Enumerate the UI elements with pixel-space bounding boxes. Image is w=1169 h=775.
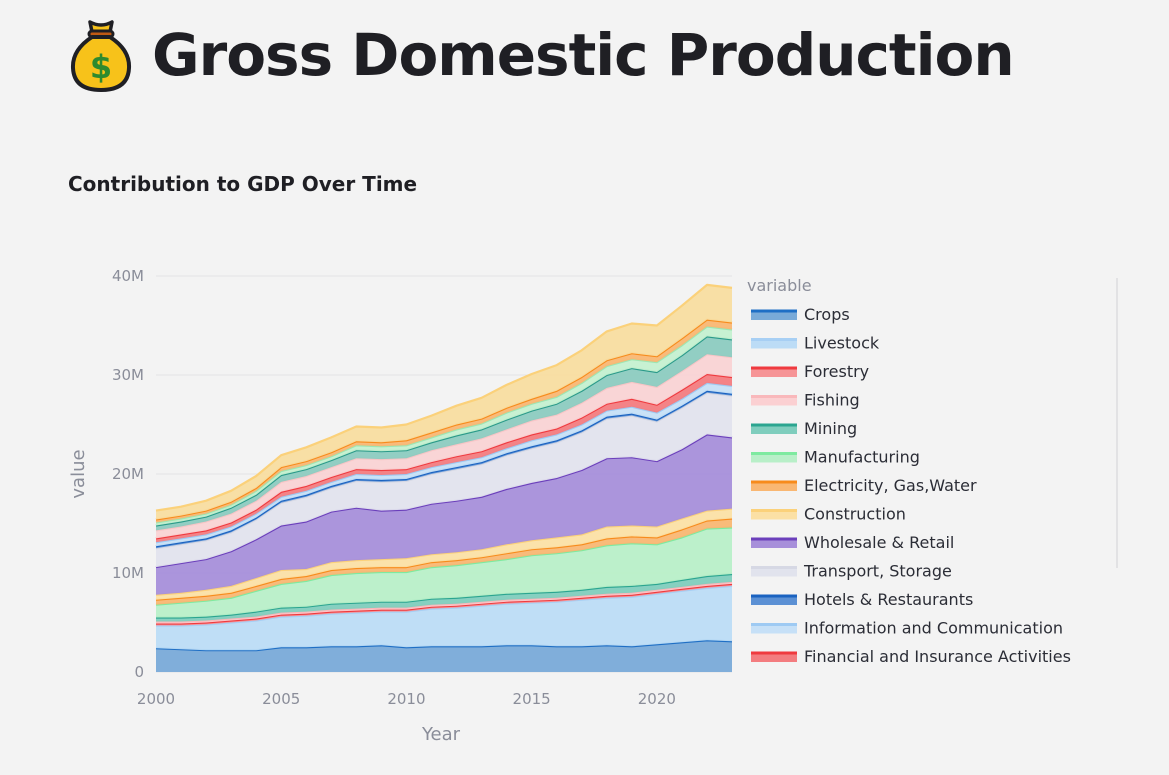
chart-subtitle: Contribution to GDP Over Time xyxy=(68,172,418,196)
legend-title: variable xyxy=(747,276,812,295)
x-axis-title: Year xyxy=(421,724,461,745)
area-series-1[interactable] xyxy=(156,585,732,651)
legend-swatch xyxy=(751,567,797,577)
money-bag-icon: $ xyxy=(70,20,132,92)
legend-label: Manufacturing xyxy=(804,448,920,467)
area-series-11[interactable] xyxy=(156,382,732,547)
legend-label: Construction xyxy=(804,505,906,524)
legend-swatch xyxy=(751,539,797,548)
legend-label: Financial and Insurance Activities xyxy=(804,647,1071,666)
legend-item[interactable]: Wholesale & Retail xyxy=(751,533,954,552)
legend-item[interactable]: Financial and Insurance Activities xyxy=(751,647,1071,666)
legend-label: Forestry xyxy=(804,362,869,381)
legend-item[interactable]: Fishing xyxy=(751,391,860,410)
legend-swatch xyxy=(751,368,797,377)
legend-label: Hotels & Restaurants xyxy=(804,590,973,609)
legend-swatch xyxy=(751,596,797,605)
legend-label: Information and Communication xyxy=(804,619,1063,638)
legend-item[interactable]: Forestry xyxy=(751,362,869,381)
legend-item[interactable]: Mining xyxy=(751,419,857,438)
legend-swatch xyxy=(751,624,797,634)
x-tick-label: 2005 xyxy=(262,690,300,708)
legend-item[interactable]: Electricity, Gas,Water xyxy=(751,476,977,495)
area-series-17[interactable] xyxy=(156,284,732,520)
y-tick-label: 40M xyxy=(112,267,144,285)
legend-item[interactable]: Information and Communication xyxy=(751,619,1063,638)
legend-swatch xyxy=(751,482,797,491)
x-tick-label: 2010 xyxy=(387,690,425,708)
legend-swatch xyxy=(751,510,797,520)
axes: 0 10M 20M 30M 40M 2000 2005 2010 2015 2020 Year val… xyxy=(68,267,676,745)
legend-label: Livestock xyxy=(804,334,880,353)
y-tick-label: 0 xyxy=(134,663,144,681)
area-series-2[interactable] xyxy=(156,583,732,626)
legend-label: Fishing xyxy=(804,391,860,410)
x-tick-label: 2000 xyxy=(137,690,175,708)
legend-swatch xyxy=(751,396,797,406)
legend-label: Crops xyxy=(804,305,850,324)
page-header: $ Gross Domestic Production xyxy=(68,16,1015,94)
legend-swatch xyxy=(751,653,797,662)
legend-item[interactable]: Livestock xyxy=(751,334,880,353)
svg-text:$: $ xyxy=(90,48,112,86)
area-series-9[interactable] xyxy=(156,392,732,568)
x-tick-label: 2015 xyxy=(513,690,551,708)
legend-item[interactable]: Crops xyxy=(751,305,850,324)
legend-swatch xyxy=(751,311,797,320)
y-tick-label: 10M xyxy=(112,564,144,582)
legend-item[interactable]: Hotels & Restaurants xyxy=(751,590,973,609)
area-series-12[interactable] xyxy=(156,374,732,543)
legend-label: Electricity, Gas,Water xyxy=(804,476,977,495)
legend-item[interactable]: Manufacturing xyxy=(751,448,920,467)
y-axis-title: value xyxy=(68,449,89,498)
legend-label: Transport, Storage xyxy=(803,562,952,581)
area-series-3[interactable] xyxy=(156,581,732,624)
legend-swatch xyxy=(751,425,797,434)
legend-item[interactable]: Transport, Storage xyxy=(751,562,952,581)
legend[interactable]: variable Crops Livestock Forestry Fishing Min… xyxy=(747,276,1071,666)
page-title: Gross Domestic Production xyxy=(152,21,1015,89)
legend-label: Mining xyxy=(804,419,857,438)
y-tick-label: 30M xyxy=(112,366,144,384)
y-tick-label: 20M xyxy=(112,465,144,483)
legend-swatch xyxy=(751,339,797,349)
series-line-17[interactable] xyxy=(155,283,733,512)
legend-item[interactable]: Construction xyxy=(751,505,906,524)
area-series-4[interactable] xyxy=(156,574,732,622)
legend-label: Wholesale & Retail xyxy=(804,533,954,552)
x-tick-label: 2020 xyxy=(638,690,676,708)
legend-swatch xyxy=(751,453,797,463)
area-series[interactable] xyxy=(155,283,733,672)
area-series-8[interactable] xyxy=(156,434,732,595)
